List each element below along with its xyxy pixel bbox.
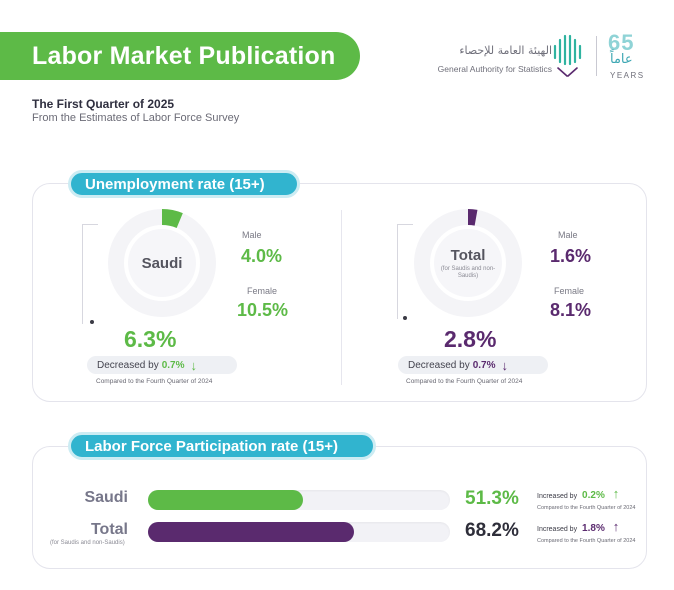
lf-total-label: Total [90, 521, 128, 538]
total-rate-arc [467, 209, 478, 226]
lf-saudi-label: Saudi [84, 489, 128, 506]
total-bracket [397, 224, 413, 319]
source-subtitle: From the Estimates of Labor Force Survey [32, 112, 240, 124]
lf-saudi-bar [148, 490, 303, 510]
total-donut-note: (for Saudis and non-Saudis) [440, 265, 496, 279]
total-donut-chart [414, 209, 522, 317]
saudi-donut-label: Saudi [141, 254, 183, 272]
participation-heading: Labor Force Participation rate (15+) [68, 432, 376, 460]
lf-saudi-compare-note: Compared to the Fourth Quarter of 2024 [537, 505, 636, 511]
total-donut: Total (for Saudis and non-Saudis) [408, 203, 528, 323]
saudi-dot [90, 320, 94, 324]
arrow-up-icon: ↑ [612, 519, 620, 534]
lf-total-bar [148, 522, 354, 542]
lf-total-change: Increased by 1.8% ↑ [537, 519, 619, 534]
total-male-label: Male [558, 230, 578, 240]
total-female-rate: 8.1% [550, 300, 592, 320]
lf-total-track [148, 522, 450, 542]
total-male-rate: 1.6% [550, 246, 592, 266]
lf-saudi-change-text: Increased by [537, 493, 578, 500]
lf-saudi-change-value: 0.2% [582, 490, 605, 501]
total-change-text: Decreased by [408, 359, 470, 371]
saudi-change-chip: Decreased by 0.7% ↓ [87, 356, 237, 374]
gastat-emblem-icon [553, 34, 582, 77]
unemployment-heading: Unemployment rate (15+) [68, 170, 300, 198]
saudi-change-value: 0.7% [161, 359, 185, 371]
total-unemployment-rate: 2.8% [444, 326, 497, 352]
period-subtitle: The First Quarter of 2025 [32, 97, 175, 111]
lf-total-rate: 68.2% [465, 520, 519, 541]
lf-saudi-track [148, 490, 450, 510]
saudi-donut-chart [108, 209, 216, 317]
total-change-chip: Decreased by 0.7% ↓ [398, 356, 548, 374]
page-title: Labor Market Publication [32, 41, 336, 70]
gastat-logo: الهيئة العامة للإحصاء General Authority … [436, 30, 656, 86]
lf-saudi-rate: 51.3% [465, 488, 519, 509]
panel-divider [341, 210, 342, 385]
total-dot [403, 316, 407, 320]
saudi-compare-note: Compared to the Fourth Quarter of 2024 [96, 378, 213, 385]
arrow-up-icon: ↑ [612, 486, 620, 501]
total-donut-label: Total [450, 246, 486, 264]
anniversary-arabic: عاماً [610, 52, 633, 67]
lf-total-change-text: Increased by [537, 526, 578, 533]
lf-total-note: (for Saudis and non-Saudis) [50, 540, 125, 546]
anniversary-number: 65 [608, 30, 635, 55]
total-change-value: 0.7% [472, 359, 496, 371]
logo-arabic-name: الهيئة العامة للإحصاء [459, 44, 552, 57]
total-compare-note: Compared to the Fourth Quarter of 2024 [406, 378, 523, 385]
anniversary-label: YEARS [610, 71, 645, 80]
lf-total-compare-note: Compared to the Fourth Quarter of 2024 [537, 538, 636, 544]
saudi-change-text: Decreased by [97, 359, 159, 371]
lf-saudi-change: Increased by 0.2% ↑ [537, 486, 619, 501]
arrow-down-icon: ↓ [501, 357, 509, 373]
logo-english-name: General Authority for Statistics [437, 64, 552, 74]
saudi-female-label: Female [247, 286, 278, 296]
lf-total-change-value: 1.8% [582, 523, 605, 534]
saudi-bracket [82, 224, 98, 324]
title-banner: Labor Market Publication [0, 32, 360, 80]
saudi-female-rate: 10.5% [237, 300, 289, 320]
saudi-male-rate: 4.0% [241, 246, 283, 266]
saudi-donut: Saudi [102, 203, 222, 323]
saudi-rate-arc [161, 209, 183, 229]
saudi-male-label: Male [242, 230, 262, 240]
logo-separator [596, 36, 597, 76]
total-female-label: Female [554, 286, 585, 296]
saudi-unemployment-rate: 6.3% [124, 326, 177, 352]
arrow-down-icon: ↓ [190, 357, 198, 373]
